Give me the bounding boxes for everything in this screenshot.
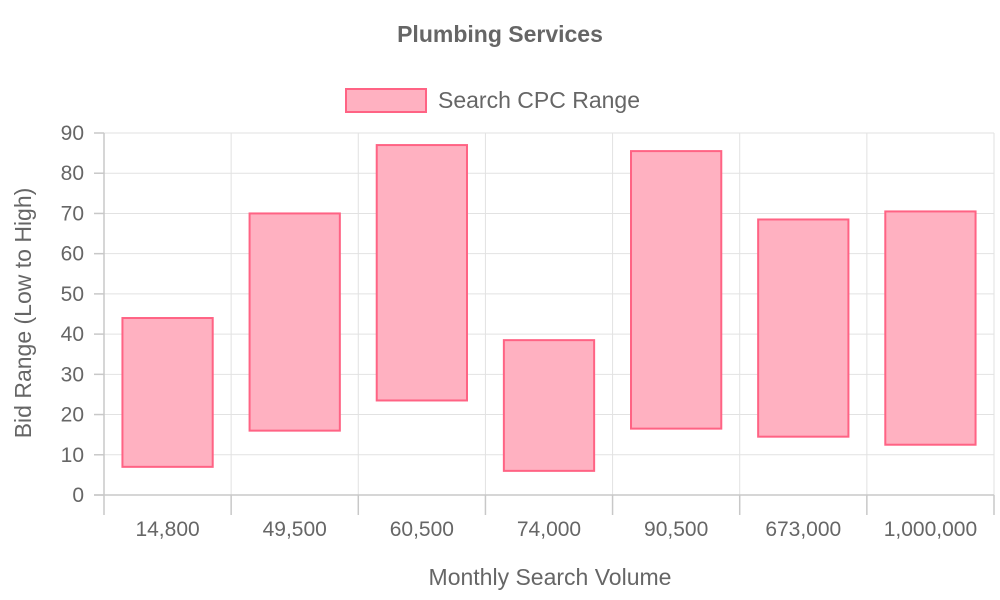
chart-title: Plumbing Services bbox=[397, 21, 603, 47]
x-tick-label: 673,000 bbox=[765, 518, 841, 541]
legend-label-search-cpc-range: Search CPC Range bbox=[438, 87, 640, 113]
x-tick-label: 90,500 bbox=[644, 518, 708, 541]
y-tick-label: 90 bbox=[61, 122, 84, 145]
legend-swatch-search-cpc-range bbox=[345, 88, 427, 113]
x-tick-label: 1,000,000 bbox=[884, 518, 977, 541]
y-tick-label: 20 bbox=[61, 404, 84, 427]
range-bar[interactable] bbox=[502, 339, 596, 472]
y-tick-label: 10 bbox=[61, 444, 84, 467]
x-axis-title: Monthly Search Volume bbox=[429, 564, 672, 590]
range-bar[interactable] bbox=[757, 218, 850, 438]
x-tick-label: 74,000 bbox=[517, 518, 581, 541]
bars bbox=[121, 144, 977, 472]
y-tick-label: 50 bbox=[61, 283, 84, 306]
y-tick-label: 30 bbox=[61, 363, 84, 386]
x-tick-label: 14,800 bbox=[135, 518, 199, 541]
range-bar[interactable] bbox=[884, 210, 977, 446]
y-tick-label: 60 bbox=[61, 243, 84, 266]
x-tick-label: 60,500 bbox=[390, 518, 454, 541]
y-axis-title: Bid Range (Low to High) bbox=[10, 188, 36, 439]
range-bar[interactable] bbox=[121, 317, 214, 468]
y-tick-label: 40 bbox=[61, 323, 84, 346]
y-tick-label: 0 bbox=[72, 484, 84, 507]
range-bar[interactable] bbox=[248, 212, 341, 432]
y-tick-label: 80 bbox=[61, 162, 84, 185]
range-bar[interactable] bbox=[630, 150, 723, 430]
x-tick-label: 49,500 bbox=[263, 518, 327, 541]
range-bar[interactable] bbox=[375, 144, 468, 402]
axes: 0 10 20 30 40 50 60 70 80 90 14,800 49,500 60,500 74,… bbox=[61, 122, 995, 541]
y-tick-label: 70 bbox=[61, 202, 84, 225]
legend[interactable]: Search CPC Range bbox=[345, 87, 640, 113]
